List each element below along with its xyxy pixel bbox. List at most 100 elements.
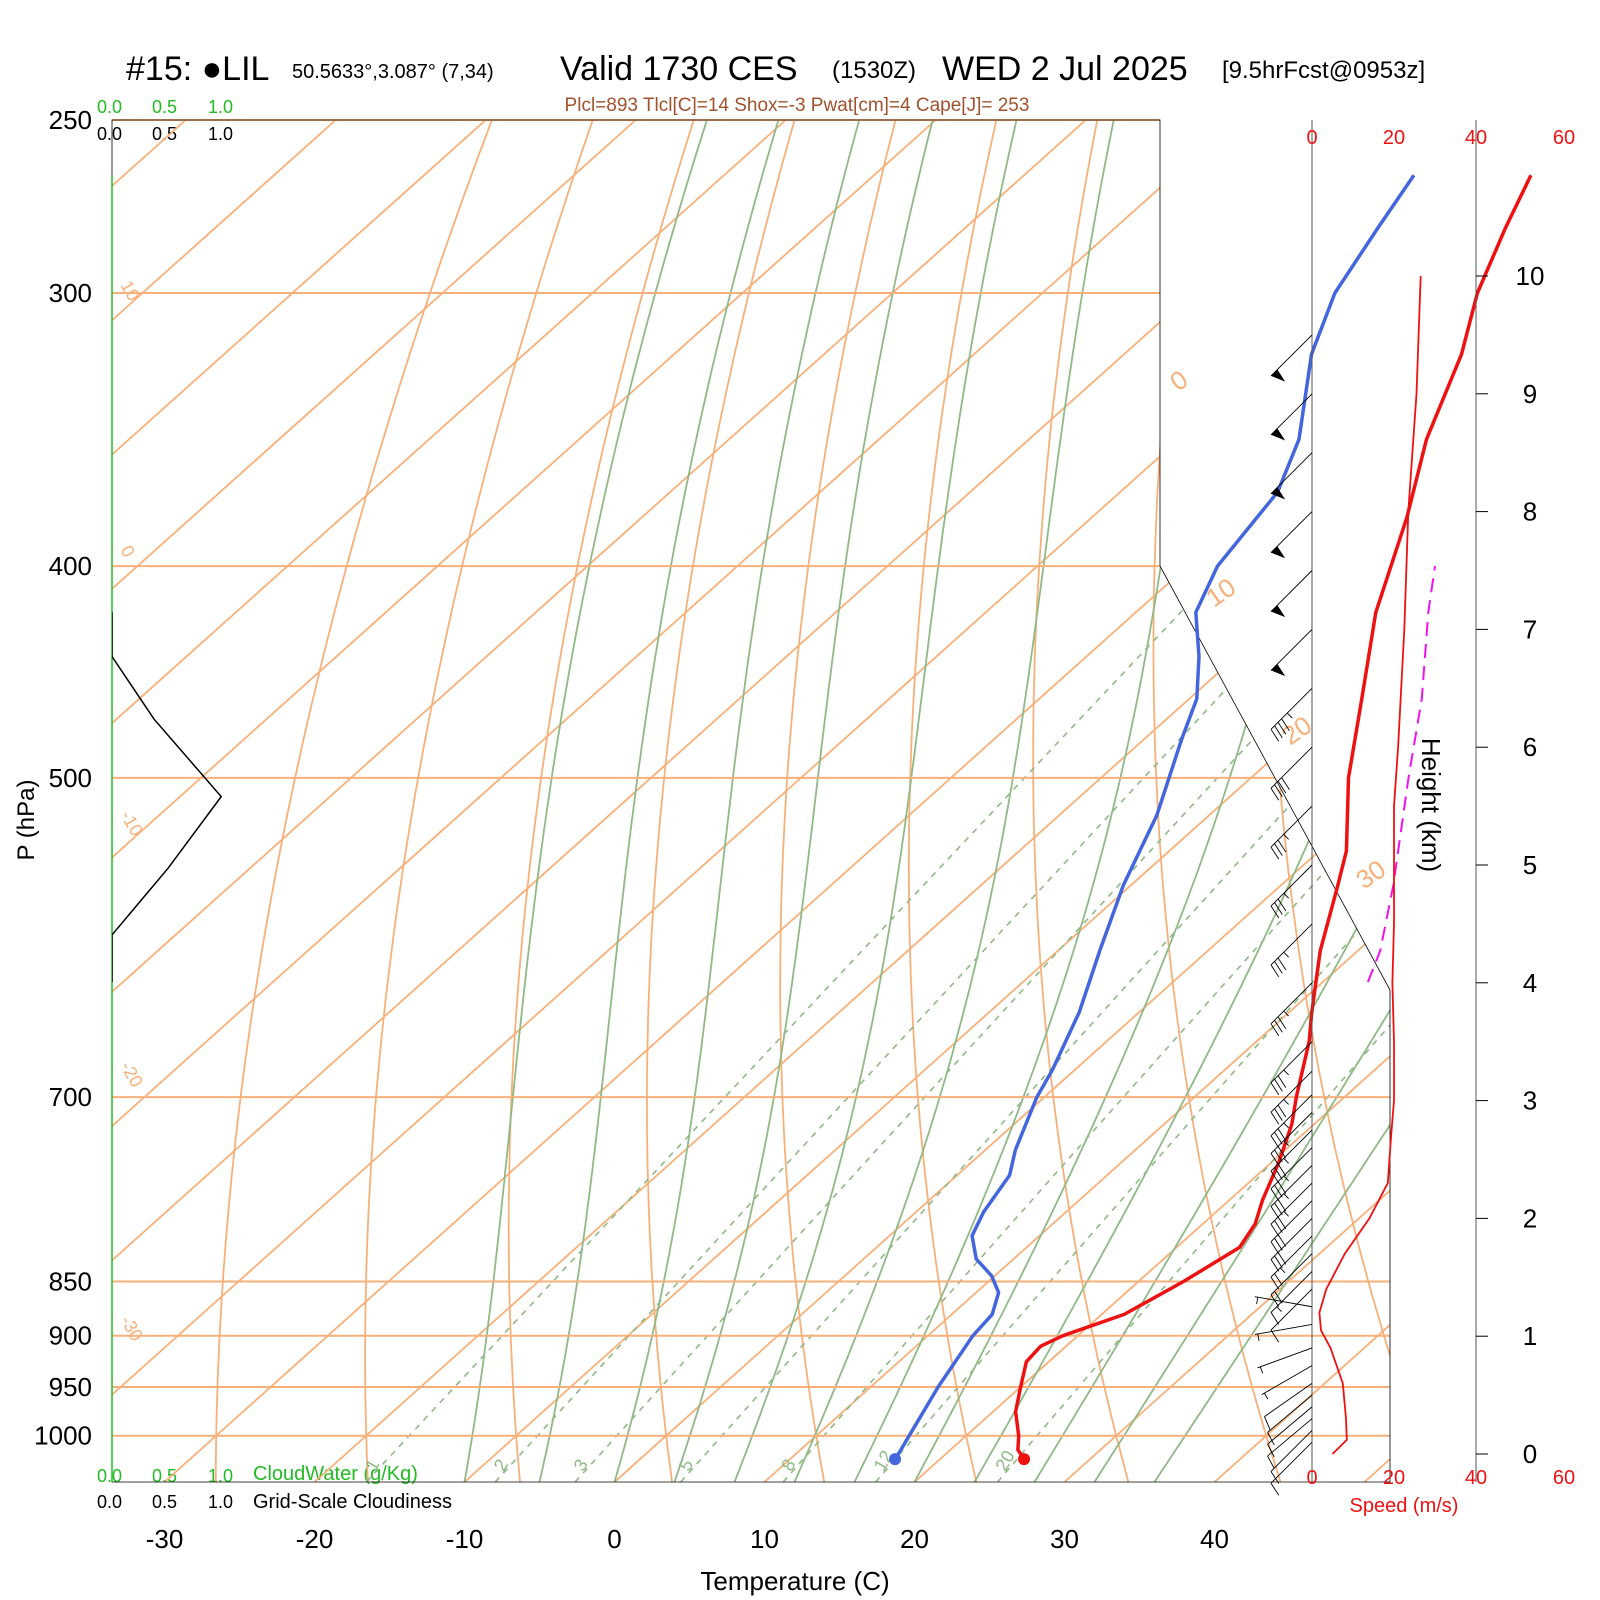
cloud-tick: 0.0	[97, 1492, 122, 1512]
barb-feather	[1267, 1432, 1275, 1446]
isotherm-label: 0	[117, 542, 139, 561]
mixing-ratio-label: 2	[490, 1456, 512, 1475]
barb-feather	[1274, 784, 1283, 797]
cloud-tick: 0.0	[97, 1466, 122, 1486]
isotherm-line	[163, 120, 1390, 1482]
temperature-tick-label: 10	[750, 1524, 779, 1554]
height-tick-label: 9	[1523, 379, 1537, 409]
wind-barb	[1270, 1182, 1313, 1237]
temperature-axis: -30 -20 -10 0 10 20 30 40	[146, 1524, 1229, 1554]
valid-date: WED 2 Jul 2025	[942, 50, 1188, 88]
barb-feather	[1277, 780, 1287, 794]
barb-feather	[1274, 843, 1283, 856]
wind-barb	[1270, 1094, 1313, 1148]
isotherm-label: 0	[1164, 364, 1193, 397]
temperature-tick-label: -20	[296, 1524, 334, 1554]
isotherm-label: 20	[1276, 710, 1317, 751]
speed-tick-label: 40	[1465, 127, 1487, 149]
moist-adiabats	[463, 120, 1390, 1482]
isotherm-label: -10	[117, 807, 147, 840]
barb-feather	[1270, 964, 1280, 978]
barb-feather	[1270, 1482, 1280, 1496]
pressure-axis-label: P (hPa)	[13, 780, 40, 861]
barb-feather	[1270, 1259, 1280, 1272]
isotherm-line	[613, 120, 1390, 1482]
cloud-tick: 0.0	[97, 124, 122, 144]
height-tick-label: 7	[1523, 614, 1537, 644]
barb-feather	[1270, 1153, 1280, 1166]
barb-half-feather	[1283, 1069, 1289, 1076]
wind-barb	[1270, 393, 1313, 441]
cloud-tick: 1.0	[208, 1466, 233, 1486]
barb-pennant	[1270, 664, 1286, 677]
barb-feather	[1274, 1202, 1283, 1216]
barb-staff	[1264, 1382, 1313, 1417]
temperature-tick-label: 40	[1200, 1524, 1229, 1554]
barb-feather	[1270, 1294, 1280, 1308]
barb-feather	[1270, 1223, 1280, 1237]
height-tick-label: 0	[1523, 1439, 1537, 1469]
isotherm-line	[913, 120, 1390, 1482]
barb-half-feather	[1257, 1333, 1260, 1341]
barb-feather	[1274, 1167, 1283, 1180]
wind-barb	[1270, 923, 1313, 978]
speed-tick-label: 40	[1465, 1467, 1487, 1489]
wind-barb	[1270, 982, 1313, 1037]
speed-axis-label: Speed (m/s)	[1350, 1495, 1459, 1517]
barb-half-feather	[1283, 951, 1289, 958]
pressure-tick-label: 250	[49, 105, 92, 135]
isotherms	[112, 120, 1390, 1482]
dry-adiabat	[1381, 120, 1390, 1482]
barb-feather	[1277, 957, 1287, 971]
isotherm-label: -20	[117, 1058, 147, 1091]
barb-staff	[1257, 1347, 1313, 1369]
barb-staff	[1270, 1441, 1313, 1484]
barb-feather	[1270, 729, 1280, 742]
mixing-ratio-label: 8	[777, 1456, 799, 1475]
speed-tick-label: 0	[1306, 127, 1317, 149]
wind-barb	[1270, 1430, 1313, 1484]
barb-staff	[1267, 1418, 1313, 1457]
wind-barb	[1270, 452, 1313, 500]
pressure-tick-label: 1000	[34, 1421, 92, 1451]
surface-dewpoint-dot	[889, 1453, 902, 1466]
wind-barbs	[1254, 334, 1313, 1496]
isotherm-line	[112, 120, 1237, 1482]
barb-feather	[1274, 1078, 1283, 1092]
barb-feather	[1270, 1111, 1280, 1125]
isotherm-line	[1363, 120, 1390, 1482]
temperature-tick-label: 30	[1050, 1524, 1079, 1554]
barb-staff	[1254, 1296, 1313, 1308]
pressure-tick-label: 950	[49, 1372, 92, 1402]
barb-feather	[1277, 1163, 1287, 1177]
barb-feather	[1267, 1443, 1275, 1458]
wind-barb	[1267, 1406, 1313, 1458]
isotherm-line	[112, 120, 1087, 1482]
barb-half-feather	[1276, 1306, 1282, 1313]
barb-feather	[1277, 1104, 1287, 1118]
cloud-tick: 0.0	[97, 97, 122, 117]
pressure-axis: 250 300 400 500 700 850 900 950 1000	[34, 105, 92, 1451]
mixing-ratio-line	[782, 565, 1390, 1482]
moist-adiabat	[538, 120, 780, 1482]
moist-adiabat	[1153, 120, 1390, 1482]
plot-frame	[111, 119, 1391, 1483]
isotherm-label: -30	[117, 1312, 147, 1345]
pressure-tick-label: 900	[49, 1321, 92, 1351]
isotherm-line	[463, 120, 1390, 1482]
barb-feather	[1270, 905, 1280, 919]
barb-feather	[1274, 1020, 1283, 1033]
barb-half-feather	[1283, 1140, 1289, 1146]
wind-barb	[1270, 1441, 1313, 1496]
barb-staff	[1270, 511, 1313, 553]
barb-feather	[1264, 1416, 1271, 1430]
barb-feather	[1270, 787, 1280, 801]
dry-adiabat	[645, 120, 796, 1482]
moist-adiabat	[673, 120, 934, 1482]
wind-barb	[1261, 1365, 1313, 1400]
barb-half-feather	[1259, 1366, 1264, 1374]
barb-feather	[1277, 1252, 1287, 1265]
barb-feather	[1277, 1128, 1287, 1141]
